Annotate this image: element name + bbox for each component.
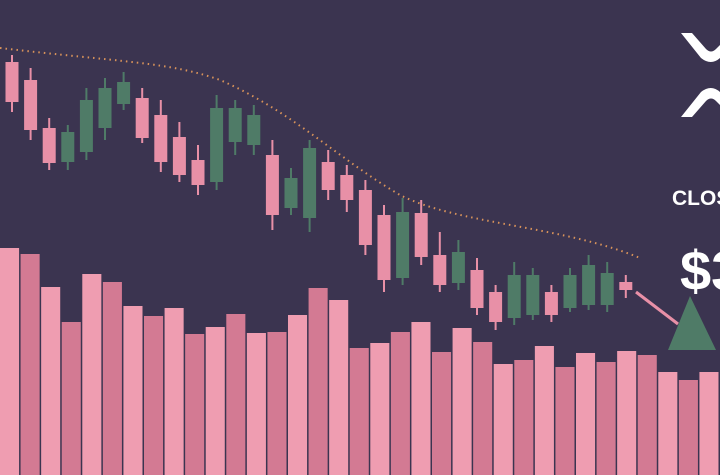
candle-body — [79, 100, 93, 152]
volume-bar — [82, 274, 102, 475]
candle-body — [563, 275, 577, 308]
volume-bar — [658, 372, 678, 475]
volume-bar — [432, 352, 452, 475]
candle-body — [61, 132, 75, 162]
volume-bar — [0, 248, 20, 475]
volume-bar — [123, 306, 143, 475]
volume-bar — [576, 353, 596, 475]
volume-bar — [102, 282, 122, 475]
candle-body — [117, 82, 131, 104]
volume-bar — [20, 254, 40, 475]
volume-bar — [617, 351, 637, 475]
candle-body — [340, 175, 354, 200]
candle-body — [619, 282, 633, 290]
candle-body — [228, 108, 242, 142]
candle-body — [265, 155, 279, 215]
logo-bottom — [681, 88, 720, 117]
volume-bar — [308, 288, 328, 475]
volume-bar — [411, 322, 431, 475]
candle-body — [135, 98, 149, 138]
candle-body — [544, 292, 558, 315]
candle-body — [489, 292, 503, 322]
volume-bar — [390, 332, 410, 475]
candle-body — [42, 128, 56, 163]
volume-bar — [678, 380, 698, 475]
candles — [5, 55, 633, 330]
candle-body — [247, 115, 261, 145]
volume-bar — [370, 343, 390, 475]
candle-body — [600, 273, 614, 305]
volume-bar — [699, 372, 719, 475]
arrow-head — [668, 296, 716, 350]
volume-bar — [534, 346, 554, 475]
volume-bar — [637, 355, 657, 475]
volume-bars — [0, 248, 719, 475]
logo-top — [681, 33, 720, 62]
volume-bar — [473, 342, 493, 475]
volume-bar — [205, 327, 225, 475]
volume-bar — [246, 333, 266, 475]
price-label: $3 — [680, 239, 720, 302]
arrow-line — [635, 290, 679, 326]
candle-body — [582, 265, 596, 305]
candle-body — [191, 160, 205, 185]
volume-bar — [288, 315, 308, 475]
candle-body — [321, 162, 335, 190]
volume-bar — [41, 287, 61, 475]
volume-bar — [452, 328, 472, 475]
candle-body — [377, 215, 391, 280]
candle-body — [284, 178, 298, 208]
volume-bar — [226, 314, 246, 475]
volume-bar — [61, 322, 81, 475]
volume-bar — [555, 367, 575, 475]
volume-bar — [493, 364, 513, 475]
candle-body — [5, 62, 19, 102]
volume-bar — [349, 348, 369, 475]
candle-body — [172, 137, 186, 175]
candle-body — [470, 270, 484, 308]
candle-body — [451, 252, 465, 283]
candle-body — [210, 108, 224, 182]
volume-bar — [596, 362, 616, 475]
volume-bar — [514, 360, 534, 475]
candle-body — [414, 213, 428, 257]
close-label: CLOS — [672, 187, 720, 210]
candle-body — [154, 115, 168, 162]
volume-bar — [144, 316, 164, 475]
candle-body — [433, 255, 447, 285]
candle-body — [526, 275, 540, 315]
candle-body — [358, 190, 372, 245]
volume-bar — [185, 334, 205, 475]
candle-body — [507, 275, 521, 318]
candle-body — [303, 148, 317, 218]
candle-body — [396, 212, 410, 278]
volume-bar — [164, 308, 184, 475]
candle-body — [24, 80, 38, 130]
volume-bar — [329, 300, 349, 475]
volume-bar — [267, 332, 287, 475]
logo — [681, 33, 720, 117]
candle-body — [98, 88, 112, 128]
